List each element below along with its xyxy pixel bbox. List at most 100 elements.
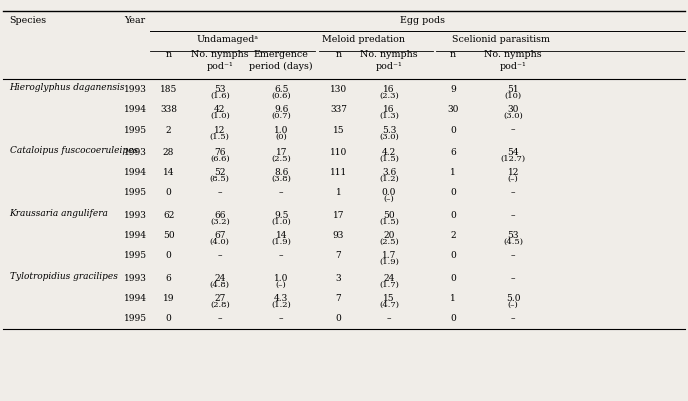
Text: –: – — [511, 314, 515, 323]
Text: –: – — [387, 314, 391, 323]
Text: Species: Species — [10, 16, 47, 25]
Text: (1.3): (1.3) — [379, 112, 399, 120]
Text: 30: 30 — [508, 105, 519, 114]
Text: (0.7): (0.7) — [271, 112, 291, 120]
Text: (2.5): (2.5) — [271, 155, 291, 163]
Text: 1: 1 — [451, 294, 456, 303]
Text: 5.0: 5.0 — [506, 294, 521, 303]
Text: 1.0: 1.0 — [274, 126, 288, 135]
Text: 27: 27 — [214, 294, 226, 303]
Text: (–): (–) — [508, 175, 519, 183]
Text: 2: 2 — [166, 126, 171, 135]
Text: 50: 50 — [383, 211, 395, 220]
Text: Scelionid parasitism: Scelionid parasitism — [452, 34, 550, 44]
Text: (10): (10) — [505, 92, 522, 100]
Text: –: – — [511, 274, 515, 283]
Text: 30: 30 — [447, 105, 459, 114]
Text: 6: 6 — [451, 148, 456, 157]
Text: –: – — [511, 188, 515, 197]
Text: 24: 24 — [214, 274, 226, 283]
Text: (2.5): (2.5) — [379, 238, 399, 246]
Text: (1.9): (1.9) — [379, 258, 399, 266]
Text: 110: 110 — [330, 148, 347, 157]
Text: 28: 28 — [163, 148, 174, 157]
Text: (1.5): (1.5) — [379, 218, 399, 226]
Text: 7: 7 — [336, 251, 341, 260]
Text: Undamagedᵃ: Undamagedᵃ — [197, 34, 259, 44]
Text: (2.3): (2.3) — [379, 92, 399, 100]
Text: 17: 17 — [333, 211, 344, 220]
Text: 1995: 1995 — [125, 251, 147, 260]
Text: (3.0): (3.0) — [379, 132, 399, 140]
Text: 6.5: 6.5 — [274, 85, 288, 94]
Text: 0: 0 — [166, 188, 171, 197]
Text: 17: 17 — [275, 148, 287, 157]
Text: 0: 0 — [336, 314, 341, 323]
Text: n: n — [450, 51, 456, 59]
Text: –: – — [217, 251, 222, 260]
Text: 42: 42 — [214, 105, 226, 114]
Text: (1.6): (1.6) — [210, 92, 230, 100]
Text: 0: 0 — [451, 251, 456, 260]
Text: 8.6: 8.6 — [274, 168, 288, 177]
Text: 0: 0 — [166, 314, 171, 323]
Text: (1.7): (1.7) — [379, 281, 399, 289]
Text: Tylotropidius gracilipes: Tylotropidius gracilipes — [10, 271, 118, 281]
Text: 1994: 1994 — [125, 231, 147, 240]
Text: 6: 6 — [166, 274, 171, 283]
Text: 3.6: 3.6 — [382, 168, 396, 177]
Text: 1: 1 — [451, 168, 456, 177]
Text: 19: 19 — [163, 294, 174, 303]
Text: (1.0): (1.0) — [210, 112, 230, 120]
Text: 1: 1 — [336, 188, 341, 197]
Text: 76: 76 — [214, 148, 226, 157]
Text: 24: 24 — [383, 274, 395, 283]
Text: 20: 20 — [383, 231, 395, 240]
Text: 15: 15 — [333, 126, 345, 135]
Text: Cataloipus fuscocoeruleipes: Cataloipus fuscocoeruleipes — [10, 146, 138, 155]
Text: 1993: 1993 — [125, 211, 147, 220]
Text: Meloid predation: Meloid predation — [321, 34, 405, 44]
Text: 0: 0 — [451, 126, 456, 135]
Text: 337: 337 — [330, 105, 347, 114]
Text: 1993: 1993 — [125, 85, 147, 94]
Text: 1995: 1995 — [125, 126, 147, 135]
Text: (1.5): (1.5) — [379, 155, 399, 163]
Text: 9.6: 9.6 — [274, 105, 288, 114]
Text: 130: 130 — [330, 85, 347, 94]
Text: 93: 93 — [333, 231, 344, 240]
Text: Emergence: Emergence — [254, 51, 309, 59]
Text: No. nymphs: No. nymphs — [191, 51, 248, 59]
Text: –: – — [279, 188, 283, 197]
Text: –: – — [279, 314, 283, 323]
Text: No. nymphs: No. nymphs — [361, 51, 418, 59]
Text: 0.0: 0.0 — [382, 188, 396, 197]
Text: 1.0: 1.0 — [274, 274, 288, 283]
Text: 51: 51 — [508, 85, 519, 94]
Text: 0: 0 — [451, 314, 456, 323]
Text: 1995: 1995 — [125, 188, 147, 197]
Text: (4.7): (4.7) — [379, 301, 399, 309]
Text: (3.8): (3.8) — [271, 175, 291, 183]
Text: 9: 9 — [451, 85, 456, 94]
Text: 54: 54 — [508, 148, 519, 157]
Text: (4.0): (4.0) — [210, 238, 230, 246]
Text: (2.8): (2.8) — [210, 301, 230, 309]
Text: 1.7: 1.7 — [382, 251, 396, 260]
Text: Kraussaria angulifera: Kraussaria angulifera — [10, 209, 109, 218]
Text: n: n — [166, 51, 172, 59]
Text: (1.0): (1.0) — [271, 218, 291, 226]
Text: (1.2): (1.2) — [379, 175, 399, 183]
Text: (–): (–) — [508, 301, 519, 309]
Text: 5.3: 5.3 — [382, 126, 396, 135]
Text: 9.5: 9.5 — [274, 211, 288, 220]
Text: 62: 62 — [163, 211, 174, 220]
Text: Year: Year — [125, 16, 145, 25]
Text: 0: 0 — [451, 211, 456, 220]
Text: 14: 14 — [275, 231, 287, 240]
Text: (1.2): (1.2) — [271, 301, 291, 309]
Text: (8.5): (8.5) — [210, 175, 230, 183]
Text: 15: 15 — [383, 294, 395, 303]
Text: (0.6): (0.6) — [271, 92, 291, 100]
Text: –: – — [217, 188, 222, 197]
